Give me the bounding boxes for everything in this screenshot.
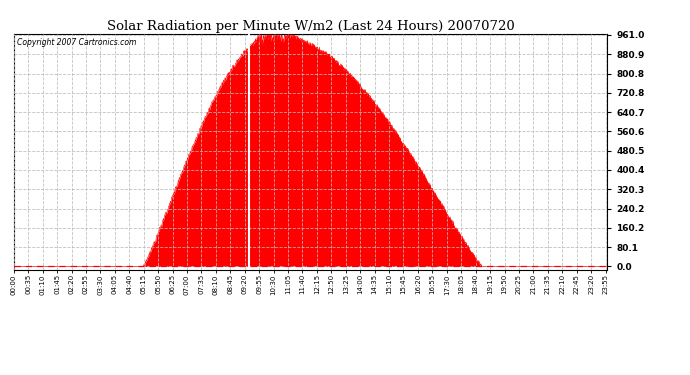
Text: Copyright 2007 Cartronics.com: Copyright 2007 Cartronics.com (17, 39, 136, 48)
Title: Solar Radiation per Minute W/m2 (Last 24 Hours) 20070720: Solar Radiation per Minute W/m2 (Last 24… (107, 20, 514, 33)
